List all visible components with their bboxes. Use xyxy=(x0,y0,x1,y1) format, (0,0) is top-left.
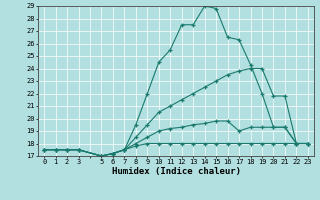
X-axis label: Humidex (Indice chaleur): Humidex (Indice chaleur) xyxy=(111,167,241,176)
